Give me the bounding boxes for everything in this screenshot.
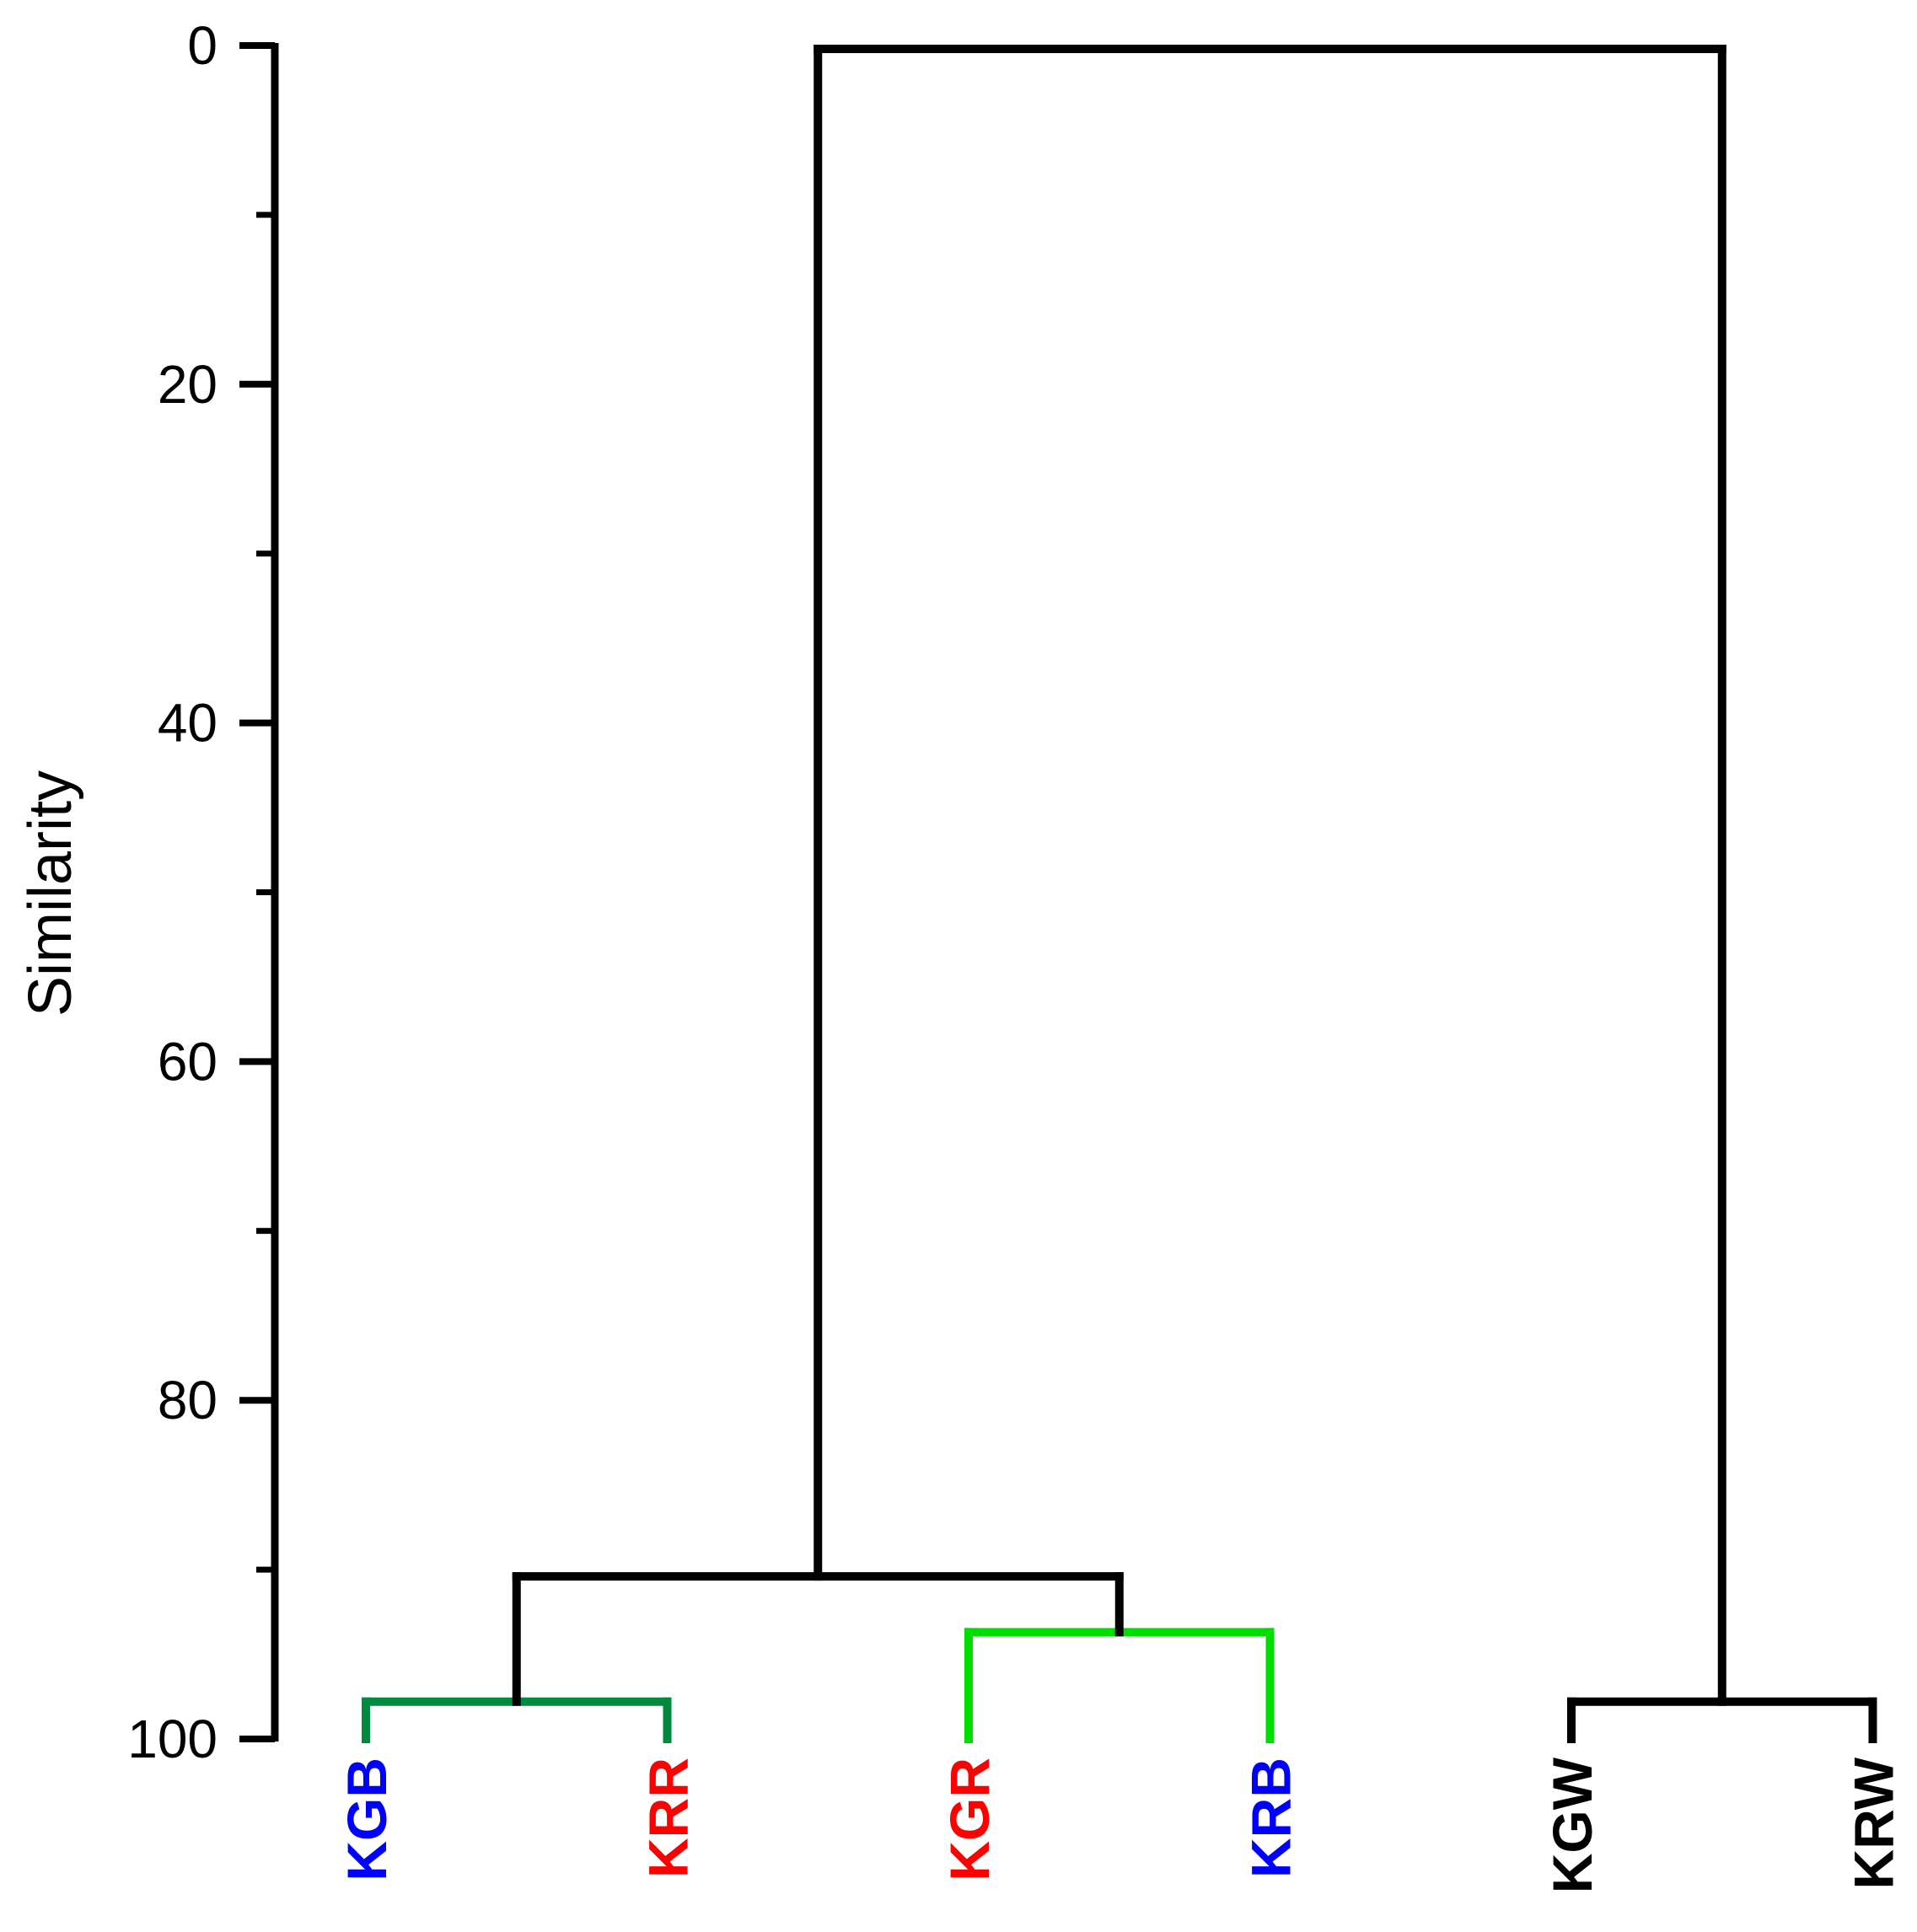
leaf-label-krb: KRB — [1240, 1758, 1302, 1878]
y-tick-label: 100 — [127, 1709, 217, 1769]
leaf-label-krw: KRW — [1843, 1757, 1905, 1889]
y-tick-label: 0 — [187, 15, 217, 76]
y-axis: 0 20 40 60 80 100 — [127, 15, 279, 1769]
leaf-label-krr: KRR — [637, 1758, 700, 1878]
y-axis-title: Similarity — [17, 770, 84, 1017]
leaf-label-kgb: KGB — [336, 1758, 398, 1881]
y-tick-label: 60 — [158, 1031, 217, 1092]
leaf-label-kgw: KGW — [1541, 1757, 1603, 1893]
dendrogram-tree — [362, 45, 1877, 1743]
merge-m2 — [964, 1628, 1275, 1743]
y-tick-label: 40 — [158, 693, 217, 754]
leaf-labels: KGB KRR KGR KRB KGW KRW — [336, 1757, 1905, 1893]
y-tick-label: 20 — [158, 354, 217, 415]
leaf-label-kgr: KGR — [938, 1758, 1001, 1881]
y-tick-label: 80 — [158, 1370, 217, 1430]
merge-m5 — [814, 45, 1726, 1706]
merge-m4 — [512, 1572, 1124, 1706]
merge-m1 — [362, 1697, 672, 1743]
merge-m3 — [1567, 1697, 1877, 1743]
